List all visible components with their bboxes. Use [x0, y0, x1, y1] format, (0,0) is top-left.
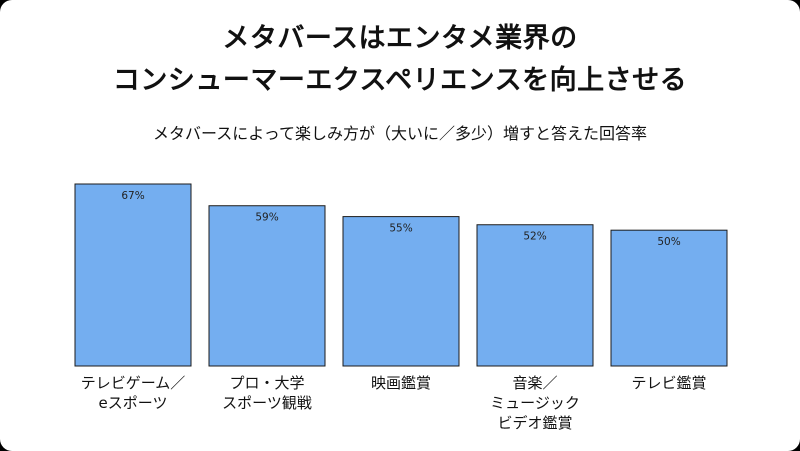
value-label-1: 67%	[121, 190, 144, 202]
category-label-line: テレビ鑑賞	[631, 374, 706, 392]
value-label-5: 50%	[657, 236, 680, 248]
chart-subtitle: メタバースによって楽しみ方が（大いに／多少）増すと答えた回答率	[153, 124, 647, 143]
bar-5	[610, 229, 728, 367]
value-label-3: 55%	[389, 223, 412, 235]
bar-4	[476, 224, 594, 367]
category-label-line: 音楽／	[512, 374, 557, 392]
chart-title-line-1: メタバースはエンタメ業界の	[222, 23, 578, 54]
bar-3	[342, 216, 460, 367]
bar-1	[74, 183, 192, 367]
category-label-line: プロ・大学	[229, 374, 304, 392]
category-label-line: ビデオ鑑賞	[497, 414, 572, 432]
bar-2	[208, 205, 326, 367]
value-label-4: 52%	[523, 231, 546, 243]
category-label-line: eスポーツ	[99, 394, 168, 412]
category-label-3: 映画鑑賞	[371, 374, 431, 392]
category-label-line: ミュージック	[490, 394, 580, 412]
value-label-2: 59%	[255, 212, 278, 224]
category-label-line: 映画鑑賞	[371, 374, 431, 392]
category-label-2: プロ・大学スポーツ観戦	[222, 374, 312, 412]
category-label-4: 音楽／ ミュージックビデオ鑑賞	[490, 374, 580, 432]
category-label-1: テレビゲーム／ eスポーツ	[81, 374, 186, 412]
category-label-5: テレビ鑑賞	[631, 374, 706, 392]
category-label-line: スポーツ観戦	[222, 394, 312, 412]
category-label-line: テレビゲーム／	[81, 374, 186, 392]
chart-title-line-2: コンシューマーエクスペリエンスを向上させる	[112, 65, 688, 96]
